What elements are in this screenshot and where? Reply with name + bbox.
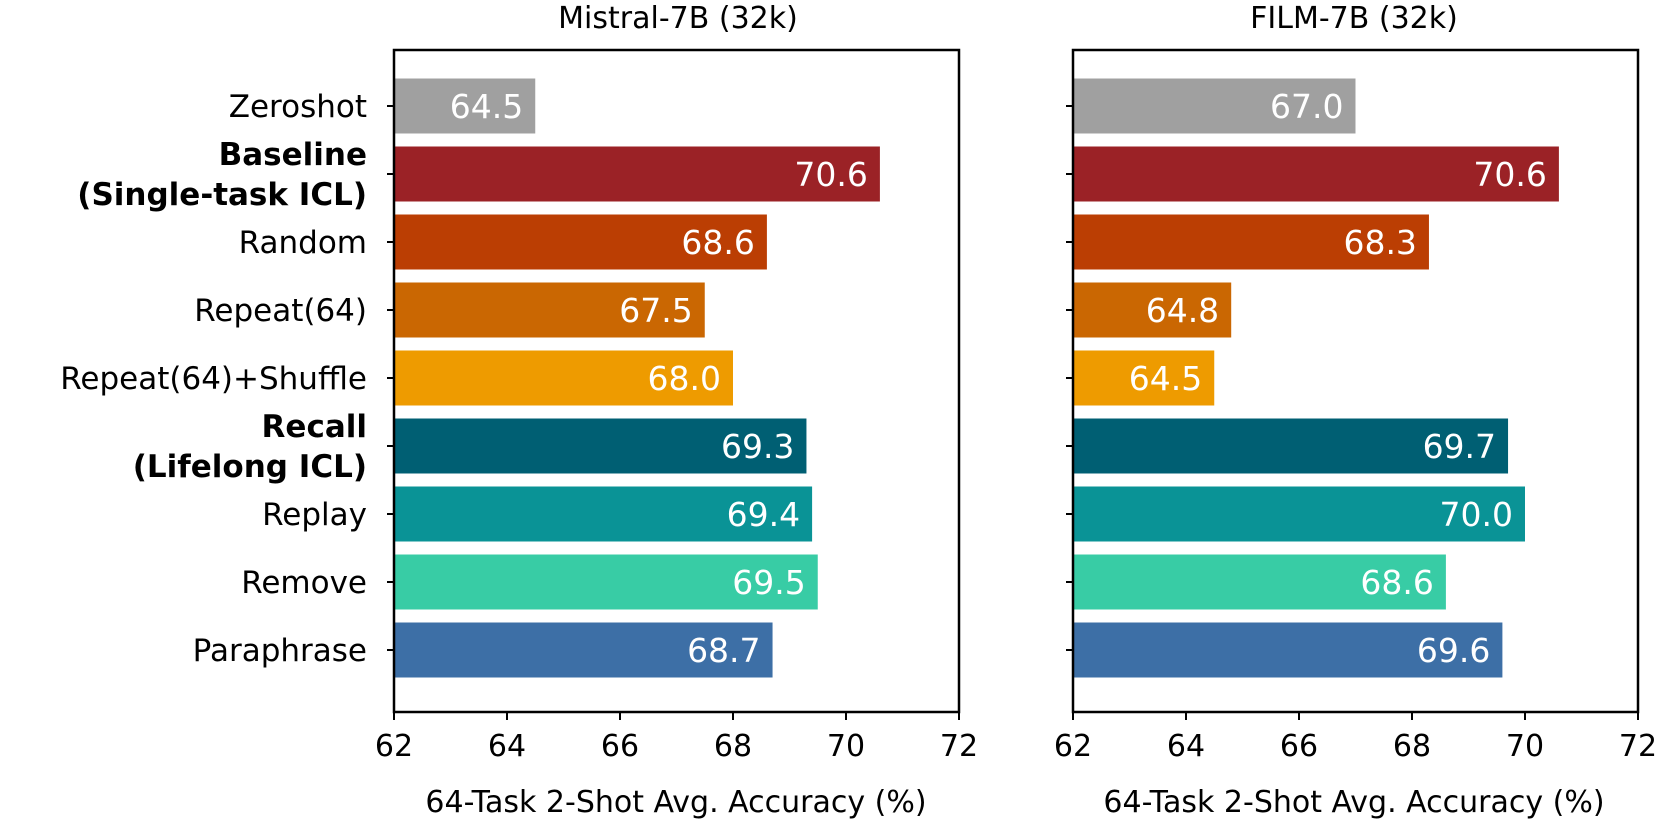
- category-label-0: Zeroshot: [229, 89, 367, 125]
- mistral-bar-6: [394, 486, 813, 542]
- mistral-panel: Mistral-7B (32k) 64.570.668.667.568.069.…: [60, 1, 978, 820]
- mistral-x-tick-label-4: 70: [827, 729, 865, 764]
- mistral-x-tick-label-1: 64: [488, 729, 526, 764]
- mistral-x-tick-label-2: 66: [601, 729, 639, 764]
- mistral-category-labels: Zeroshot Baseline (Single-task ICL) Random R…: [60, 89, 367, 669]
- film-bar-value-label-7: 68.6: [1360, 563, 1433, 602]
- film-bar-value-label-2: 68.3: [1343, 223, 1416, 262]
- category-label-3: Repeat(64): [194, 293, 367, 329]
- film-bar-value-label-5: 69.7: [1423, 427, 1496, 466]
- film-bar-8: [1073, 622, 1503, 678]
- mistral-x-ticks: 62 64 66 68 70 72: [375, 105, 978, 764]
- mistral-title: Mistral-7B (32k): [558, 1, 798, 36]
- category-label-4: Repeat(64)+Shuffle: [60, 361, 367, 397]
- film-plot-frame: [1071, 48, 1640, 714]
- category-label-2: Random: [239, 225, 367, 261]
- film-bar-0: [1073, 78, 1356, 134]
- category-label-1-line-1: (Single-task ICL): [77, 177, 367, 213]
- mistral-bar-value-label-7: 69.5: [732, 563, 805, 602]
- mistral-bar-1: [394, 146, 880, 202]
- film-bar-6: [1073, 486, 1525, 542]
- mistral-bar-value-label-8: 68.7: [687, 631, 760, 670]
- mistral-bar-value-label-1: 70.6: [794, 155, 867, 194]
- category-label-1-line-0: Baseline: [219, 137, 367, 173]
- mistral-bar-value-label-2: 68.6: [681, 223, 754, 262]
- film-x-ticks: 62 64 66 68 70 72: [1054, 105, 1657, 764]
- mistral-plot-frame: [392, 48, 961, 714]
- mistral-x-tick-label-0: 62: [375, 729, 413, 764]
- category-label-8: Paraphrase: [193, 633, 367, 669]
- mistral-bar-4: [394, 350, 733, 406]
- category-label-5-line-1: (Lifelong ICL): [133, 449, 367, 485]
- mistral-bar-8: [394, 622, 773, 678]
- mistral-bar-value-label-5: 69.3: [721, 427, 794, 466]
- film-bar-7: [1073, 554, 1446, 610]
- mistral-x-tick-label-3: 68: [714, 729, 752, 764]
- film-panel: FILM-7B (32k) 67.0 70.6 68.3 64.8 64.5 69.7 70…: [1054, 1, 1657, 820]
- film-bar-value-label-6: 70.0: [1440, 495, 1513, 534]
- mistral-bar-5: [394, 418, 807, 474]
- film-bar-2: [1073, 214, 1429, 270]
- mistral-x-axis-label: 64-Task 2-Shot Avg. Accuracy (%): [425, 785, 926, 820]
- mistral-bar-value-label-4: 68.0: [648, 359, 721, 398]
- film-x-axis-label: 64-Task 2-Shot Avg. Accuracy (%): [1103, 785, 1604, 820]
- film-bar-value-label-8: 69.6: [1417, 631, 1490, 670]
- mistral-bar-0: [394, 78, 536, 134]
- category-label-6: Replay: [262, 497, 367, 533]
- film-bar-5: [1073, 418, 1509, 474]
- film-x-tick-label-2: 66: [1280, 729, 1318, 764]
- mistral-bar-7: [394, 554, 818, 610]
- film-x-tick-label-0: 62: [1054, 729, 1092, 764]
- film-x-tick-label-5: 72: [1619, 729, 1657, 764]
- film-bar-value-label-1: 70.6: [1473, 155, 1546, 194]
- category-label-5-line-0: Recall: [262, 409, 367, 445]
- film-x-tick-label-4: 70: [1506, 729, 1544, 764]
- film-bar-1: [1073, 146, 1559, 202]
- mistral-bar-value-label-0: 64.5: [450, 87, 523, 126]
- film-bar-4: [1073, 350, 1215, 406]
- film-title: FILM-7B (32k): [1250, 1, 1458, 36]
- film-x-tick-label-3: 68: [1393, 729, 1431, 764]
- mistral-x-tick-label-5: 72: [940, 729, 978, 764]
- film-bar-3: [1073, 282, 1232, 338]
- film-x-tick-label-1: 64: [1167, 729, 1205, 764]
- film-bar-value-label-3: 64.8: [1146, 291, 1219, 330]
- film-bars: 67.0 70.6 68.3 64.8 64.5 69.7 70.068.6 69.6: [1073, 78, 1559, 678]
- mistral-bar-value-label-3: 67.5: [619, 291, 692, 330]
- category-label-7: Remove: [241, 565, 367, 601]
- film-bar-value-label-0: 67.0: [1270, 87, 1343, 126]
- mistral-bar-value-label-6: 69.4: [727, 495, 800, 534]
- mistral-bars: 64.5 70.6 68.6 67.5 68.069.3 69.4 69.5 68.7: [394, 78, 880, 678]
- mistral-bar-2: [394, 214, 767, 270]
- film-bar-value-label-4: 64.5: [1129, 359, 1202, 398]
- mistral-bar-3: [394, 282, 705, 338]
